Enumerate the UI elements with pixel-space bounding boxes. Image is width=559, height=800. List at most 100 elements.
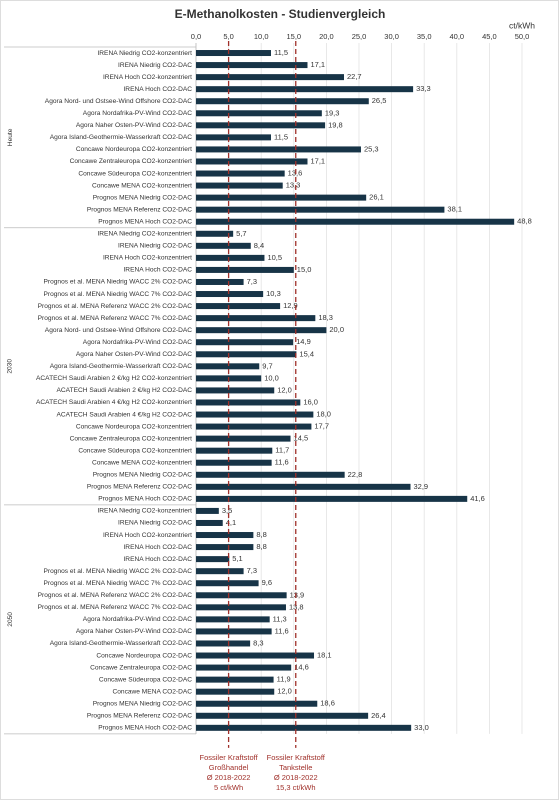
category-label: Agora Nord- und Ostsee-Wind Offshore CO2… (45, 98, 192, 105)
bar (196, 640, 251, 647)
category-label: Prognos et al. MENA Niedrig WACC 2% CO2-… (43, 279, 192, 286)
bar (196, 291, 264, 298)
value-label: 19,3 (325, 108, 340, 117)
category-label: IRENA Hoch CO2-DAC (123, 267, 192, 274)
bar (196, 664, 292, 671)
value-label: 41,6 (470, 494, 485, 503)
category-label: IRENA Hoch CO2-DAC (123, 544, 192, 551)
bar (196, 218, 515, 225)
value-label: 11,6 (275, 458, 289, 467)
value-label: 8,3 (253, 638, 263, 647)
value-label: 17,1 (310, 156, 325, 165)
bar (196, 74, 345, 81)
value-label: 33,3 (416, 84, 431, 93)
value-label: 17,7 (314, 422, 329, 431)
value-label: 11,7 (275, 446, 289, 455)
category-label: Concawe Zentraleuropa CO2-DAC (90, 664, 192, 671)
category-label: Prognos et al. MENA Referenz WACC 7% CO2… (38, 315, 193, 322)
category-label: Prognos et al. MENA Niedrig WACC 7% CO2-… (43, 291, 192, 298)
reference-label: 5 ct/kWh (214, 783, 243, 792)
bar (196, 122, 326, 129)
category-label: Prognos MENA Niedrig CO2-DAC (93, 700, 193, 707)
category-label: Concawe Südeuropa CO2-DAC (99, 676, 192, 683)
category-label: Agora Island-Geothermie-Wasserkraft CO2-… (50, 134, 193, 141)
reference-label: Großhandel (209, 763, 249, 772)
value-label: 11,5 (274, 132, 288, 141)
reference-label: Fossiler Kraftstoff (199, 753, 258, 762)
category-label: Prognos et al. MENA Referenz WACC 7% CO2… (38, 604, 193, 611)
category-label: Prognos MENA Niedrig CO2-DAC (93, 194, 193, 201)
value-label: 4,1 (226, 518, 236, 527)
bar (196, 327, 327, 334)
bar (196, 194, 367, 201)
bar (196, 700, 318, 707)
group-label: Heute (7, 128, 14, 146)
x-tick-label: 5,0 (223, 32, 233, 41)
category-label: Concawe Zentraleuropa CO2-konzentriert (70, 435, 193, 442)
category-label: Concawe MENA CO2-DAC (112, 688, 192, 695)
bar (196, 532, 254, 539)
bar (196, 303, 281, 310)
group-label: 2050 (7, 612, 14, 627)
value-label: 11,9 (277, 675, 291, 684)
category-label: IRENA Niedrig CO2-konzentriert (97, 231, 192, 238)
category-label: IRENA Hoch CO2-DAC (123, 86, 192, 93)
category-label: ACATECH Saudi Arabien 4 €/kg H2 CO2-DAC (57, 411, 193, 418)
reference-label: Fossiler Kraftstoff (267, 753, 326, 762)
category-label: Prognos MENA Hoch CO2-DAC (98, 218, 192, 225)
bar (196, 278, 244, 285)
x-tick-label: 45,0 (482, 32, 497, 41)
bar (196, 411, 314, 418)
category-label: Agora Nordafrika-PV-Wind CO2-DAC (83, 110, 192, 117)
x-tick-label: 10,0 (254, 32, 269, 41)
bar (196, 435, 291, 442)
value-label: 12,0 (277, 385, 292, 394)
reference-label: 15,3 ct/kWh (276, 783, 316, 792)
value-label: 15,4 (299, 349, 314, 358)
bar (196, 724, 412, 731)
category-label: Prognos MENA Referenz CO2-DAC (87, 713, 192, 720)
value-label: 16,0 (303, 397, 318, 406)
bar (196, 146, 361, 153)
bar (196, 580, 259, 587)
bar (196, 652, 315, 659)
bar (196, 50, 271, 57)
value-label: 13,6 (288, 169, 303, 178)
value-label: 14,6 (294, 663, 309, 672)
category-label: Agora Island-Geothermie-Wasserkraft CO2-… (50, 640, 193, 647)
category-label: Agora Island-Geothermie-Wasserkraft CO2-… (50, 363, 193, 370)
value-label: 3,5 (222, 506, 232, 515)
bar (196, 712, 369, 719)
value-label: 13,8 (289, 602, 304, 611)
bar (196, 351, 297, 358)
value-label: 9,7 (262, 361, 272, 370)
bar (196, 206, 445, 213)
value-label: 26,1 (369, 193, 384, 202)
bar (196, 254, 265, 261)
x-tick-label: 30,0 (384, 32, 399, 41)
category-label: Concawe MENA CO2-konzentriert (92, 182, 192, 189)
value-label: 14,5 (294, 434, 309, 443)
value-label: 18,3 (318, 313, 333, 322)
value-label: 20,0 (329, 325, 344, 334)
category-label: Prognos et al. MENA Niedrig WACC 2% CO2-… (43, 568, 192, 575)
bar (196, 423, 312, 430)
category-label: Agora Naher Osten-PV-Wind CO2-DAC (76, 122, 192, 129)
category-label: Prognos MENA Niedrig CO2-DAC (93, 472, 193, 479)
category-label: Agora Nordafrika-PV-Wind CO2-DAC (83, 339, 192, 346)
bar (196, 230, 234, 237)
category-label: Concawe Nordeuropa CO2-DAC (96, 652, 192, 659)
x-tick-label: 25,0 (352, 32, 367, 41)
value-label: 9,6 (262, 578, 272, 587)
bar (196, 592, 287, 599)
group-label: 2030 (7, 359, 14, 374)
value-label: 13,9 (290, 590, 305, 599)
bar (196, 339, 294, 346)
bar (196, 315, 316, 322)
value-label: 19,8 (328, 120, 343, 129)
category-label: Concawe Südeuropa CO2-konzentriert (78, 447, 192, 454)
value-label: 5,7 (236, 229, 246, 238)
value-label: 11,3 (273, 614, 287, 623)
bar (196, 134, 271, 141)
